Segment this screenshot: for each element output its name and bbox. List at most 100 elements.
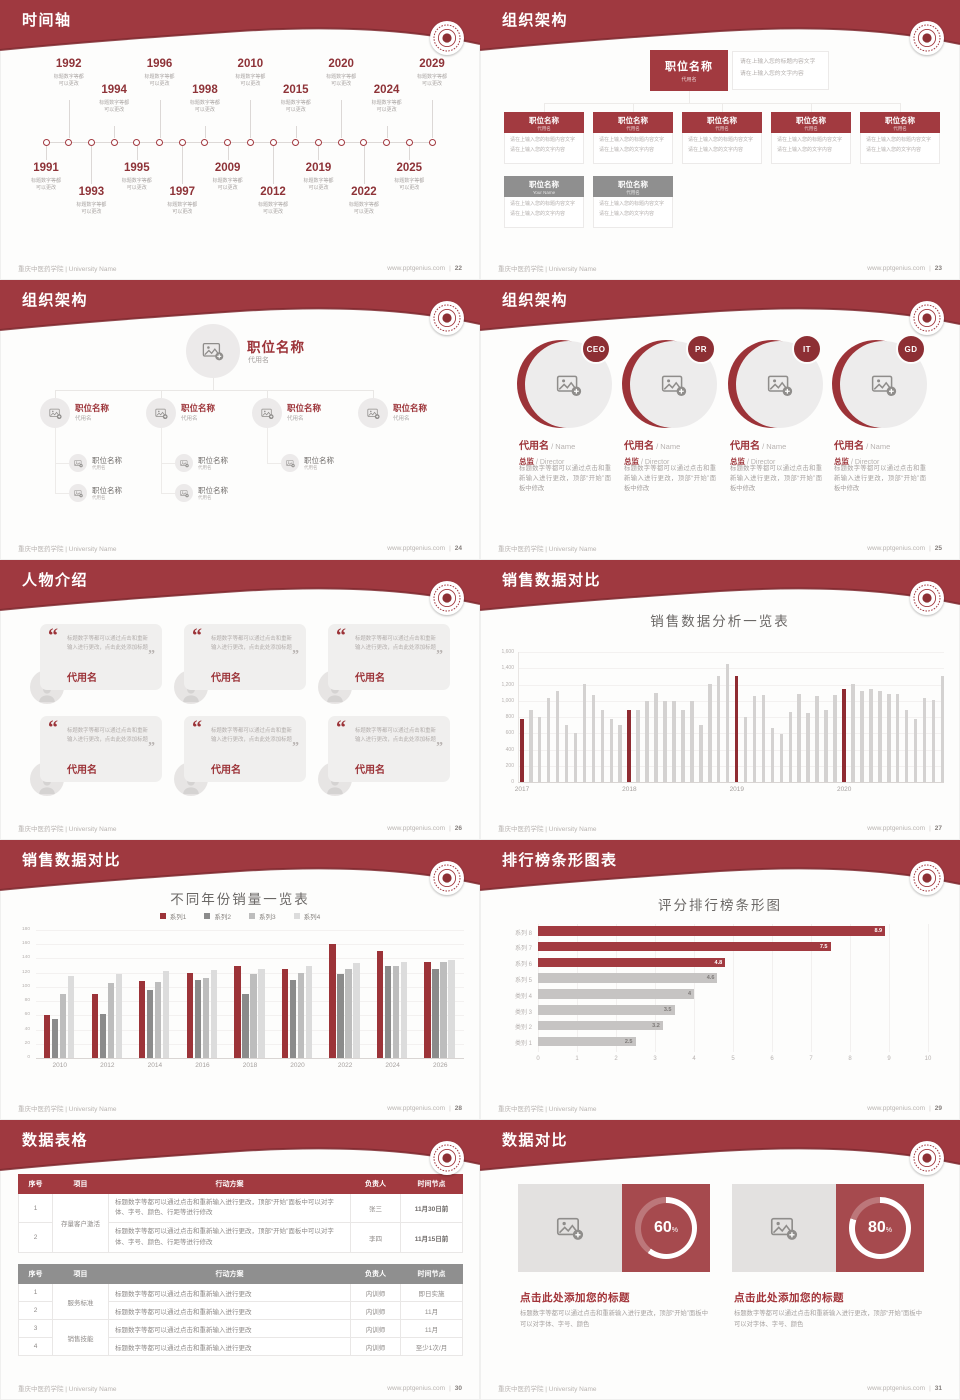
footer-university-name: 重庆中医药学院 | University Name [18,546,117,553]
bar [538,989,694,999]
timeline-dot [178,138,186,146]
timeline-dot [133,138,141,146]
timeline-dot [201,138,209,146]
gridline [733,924,734,1052]
table-header-cell: 序号 [18,1264,53,1284]
org-root-photo [186,324,240,378]
table-cell: 标题数字等都可以通过点击和重新输入进行更改 [108,1283,351,1302]
bar [52,1018,59,1058]
org-box: 职位名称 代用名 请在上输入您的标题内容文字 请在上输入您的文字内容 [682,112,762,164]
table-header-cell: 时间节点 [400,1264,463,1284]
footer-website: www.pptgenius.com [867,1384,926,1392]
org-box-desc: 请在上输入您的标题内容文字 请在上输入您的文字内容 [504,133,584,164]
member-name-row: 代用名 / Name [519,436,575,454]
member-role-row: 总监 / Director [730,451,775,469]
org-sub-title: 职位名称 [198,486,228,495]
slide-data-tables: 数据表格 重庆中医药学院 | University Name www.pptgeni… [0,1120,480,1400]
timeline-connector [295,126,297,138]
slide-footer: 重庆中医药学院 | University Name www.pptgenius.c… [18,1383,462,1394]
bar [538,926,886,936]
member-name-en: / Name [760,442,787,451]
org-branch-subtitle: 代用名 [181,416,198,422]
footer-separator: | [929,1384,931,1392]
bar [833,695,837,782]
footer-website: www.pptgenius.com [867,264,926,272]
table-cell: 2 [18,1301,53,1320]
member-role-en: / Director [639,459,670,466]
bar [788,711,793,782]
bar [297,972,305,1058]
member-role-row: 总监 / Director [834,451,879,469]
image-placeholder-icon [770,1217,798,1240]
footer-website: www.pptgenius.com [387,824,446,832]
panel-title: 点击此处添加您的标题 [734,1292,844,1304]
bar [440,962,447,1058]
org-branch-title: 职位名称 [287,403,322,413]
bar-category-label: 系列 5 [514,977,532,984]
quote-text: 标题数字等都可以通过点击和重新输入进行更改，点击此处添加标题 [211,636,292,651]
org-sub-title: 职位名称 [304,456,334,465]
page-number: 27 [934,824,942,832]
member-badge-label: IT [802,344,812,354]
org-box-subtitle: 代用名 [537,126,551,131]
footer-website: www.pptgenius.com [387,264,446,272]
timeline-connector [318,146,320,160]
bar [537,717,542,782]
bar [305,965,313,1058]
page-number: 26 [454,824,462,832]
university-seal-icon [910,301,944,335]
bar [139,981,146,1058]
org-box-header: 职位名称 代用名 [682,112,762,133]
bar [931,699,936,782]
bar [806,712,810,782]
org-root-box: 职位名称 代用名 [650,50,728,91]
table-cell: 1 [18,1192,53,1224]
timeline-note: 标题数字等都 可以更改 [348,202,379,215]
org-box-header: 职位名称 代用名 [504,112,584,133]
percent-value: 60 [653,1218,672,1236]
footer-site-and-page: www.pptgenius.com | 28 [387,1105,462,1112]
bar [163,971,170,1058]
gridline [36,958,464,960]
org-box-desc: 请在上输入您的标题内容文字 请在上输入您的文字内容 [860,133,940,164]
org-branch-title: 职位名称 [181,403,216,413]
x-tick-label: 2014 [147,1062,163,1069]
org-connector [161,390,162,398]
timeline-connector [386,126,388,138]
timeline-dot [110,138,118,146]
timeline-note: 标题数字等都 可以更改 [303,178,334,191]
member-badge: IT [792,334,822,364]
footer-separator: | [449,824,451,832]
y-tick-label: 1,400 [501,665,514,672]
bar-category-label: 类别 2 [514,1025,532,1032]
table-cell: 11月 [400,1319,463,1338]
timeline-connector [204,126,206,138]
bar [886,694,891,782]
footer-site-and-page: www.pptgenius.com | 25 [867,545,942,552]
y-tick-label: 20 [24,1040,30,1046]
panel-desc: 标题数字等都可以通过点击和重新输入进行更改，顶部“开始”面板中可以对字体、字号、… [520,1310,708,1329]
org-branch-subtitle: 代用名 [75,416,92,422]
timeline-dot [42,138,50,146]
table-cell: 内训师 [350,1301,401,1320]
org-sub-photo [175,484,193,502]
bar [582,683,587,782]
member-badge: PR [686,334,716,364]
timeline-year: 1997 [169,186,196,198]
org-box: 职位名称 代用名 请在上输入您的标题内容文字 请在上输入您的文字内容 [860,112,940,164]
slide-org-chart-members: 组织架构 重庆中医药学院 | University Name www.pptgeni… [480,280,960,560]
table-cell: 张三 [350,1192,401,1224]
org-connector [811,103,812,112]
timeline-dot [337,138,345,146]
quote-text: 标题数字等都可以通过点击和重新输入进行更改，点击此处添加标题 [67,728,148,743]
timeline-axis [46,142,432,143]
footer-site-and-page: www.pptgenius.com | 31 [867,1385,942,1392]
member-name-row: 代用名 / Name [624,436,680,454]
bar [202,978,209,1058]
footer-university-name: 重庆中医药学院 | University Name [498,266,597,273]
donut-ring: 60% [635,1197,697,1259]
x-tick-label: 6 [770,1056,774,1062]
x-tick-label: 2017 [514,786,530,793]
quote-text: 标题数字等都可以通过点击和重新输入进行更改，点击此处添加标题 [355,728,436,743]
bar [538,941,831,952]
